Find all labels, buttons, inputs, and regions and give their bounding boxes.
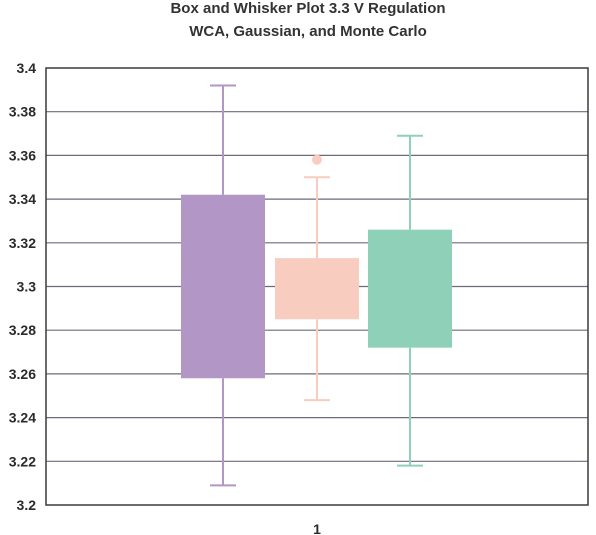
- y-tick-label: 3.34: [9, 191, 36, 207]
- interquartile-box: [368, 229, 452, 348]
- y-tick-label: 3.2: [17, 497, 37, 513]
- chart-title: Box and Whisker Plot 3.3 V Regulation: [170, 0, 445, 17]
- y-tick-label: 3.4: [17, 60, 37, 76]
- y-axis-tick-labels: 3.2 3.22 3.24 3.26 3.28 3.3 3.32 3.34 3.36 3.38 3.…: [9, 60, 36, 513]
- x-tick-label: 1: [313, 521, 321, 535]
- y-tick-label: 3.3: [17, 279, 37, 295]
- y-tick-label: 3.24: [9, 410, 36, 426]
- box-series: [181, 84, 452, 487]
- outlier-point: [312, 154, 322, 165]
- box-series-3: [368, 134, 452, 467]
- chart-subtitle: WCA, Gaussian, and Monte Carlo: [189, 23, 427, 40]
- box-series-2: [275, 154, 359, 402]
- box-series-1: [181, 84, 265, 487]
- y-tick-label: 3.38: [9, 104, 36, 120]
- plot-area-border: [45, 67, 589, 506]
- y-tick-label: 3.22: [9, 453, 36, 469]
- interquartile-box: [275, 258, 359, 320]
- interquartile-box: [181, 194, 265, 379]
- y-tick-label: 3.32: [9, 235, 36, 251]
- y-tick-label: 3.26: [9, 366, 36, 382]
- y-tick-label: 3.36: [9, 147, 36, 163]
- y-tick-label: 3.28: [9, 322, 36, 338]
